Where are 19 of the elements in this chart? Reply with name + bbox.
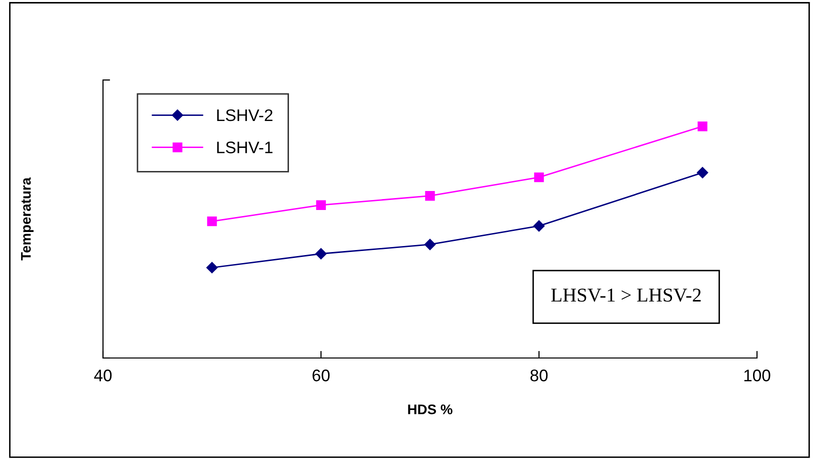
- point: [534, 172, 544, 182]
- x-tick-label: 40: [94, 370, 112, 382]
- legend-label: LSHV-1: [217, 142, 272, 154]
- annotation: LHSV-1 > LHSV-2: [551, 288, 701, 302]
- point: [533, 220, 545, 232]
- point: [425, 190, 435, 201]
- x-tick-label: 60: [312, 370, 330, 382]
- point: [207, 216, 217, 226]
- point: [316, 200, 326, 210]
- x-tick-label: 80: [530, 370, 548, 382]
- y-axis-title: Temperatura: [21, 177, 34, 260]
- point: [696, 167, 708, 178]
- x-axis-title: HDS %: [408, 404, 452, 414]
- point: [206, 262, 218, 274]
- point: [698, 121, 708, 132]
- point: [424, 238, 436, 250]
- x-tick-label: 100: [744, 370, 770, 382]
- legend-label: LSHV-2: [217, 109, 272, 122]
- point: [315, 248, 327, 260]
